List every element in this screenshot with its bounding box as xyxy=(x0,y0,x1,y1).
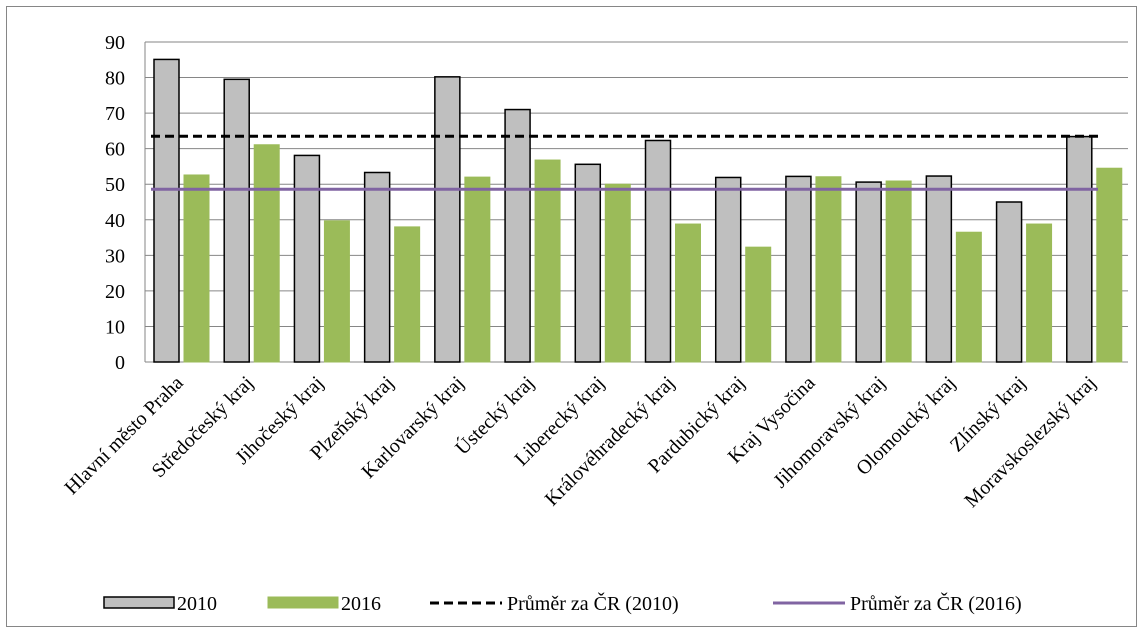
bar-2016 xyxy=(183,174,210,363)
bar-2010 xyxy=(363,171,391,363)
bar-2010 xyxy=(785,175,812,363)
y-tick-label: 20 xyxy=(105,281,125,303)
legend-swatch-2010 xyxy=(103,596,175,609)
bar-2016 xyxy=(675,223,701,363)
bar-2016 xyxy=(253,144,280,363)
legend-label-avg-2010: Průměr za ČR (2010) xyxy=(507,591,679,615)
legend-label-avg-2016: Průměr za ČR (2016) xyxy=(850,591,1022,615)
x-category-label: Moravskoslezský kraj xyxy=(960,372,1100,512)
bar-2016 xyxy=(955,231,982,363)
x-category-label: Hlavní město Praha xyxy=(61,372,188,499)
bar-2016 xyxy=(323,220,350,363)
legend-label-2016: 2016 xyxy=(341,593,381,615)
bar-2016 xyxy=(464,176,491,363)
bar-2010 xyxy=(925,175,953,363)
bar-2016 xyxy=(604,183,631,363)
y-tick-label: 60 xyxy=(105,139,125,161)
bar-2016 xyxy=(394,226,421,363)
bar-2016 xyxy=(745,246,772,363)
legend-swatch-2016 xyxy=(267,596,339,609)
bar-2010 xyxy=(504,108,531,363)
bar-2010 xyxy=(153,58,180,363)
y-tick-label: 40 xyxy=(105,210,125,232)
bar-2016 xyxy=(885,180,912,363)
bar-2016 xyxy=(815,176,842,363)
bar-2010 xyxy=(574,163,602,363)
y-tick-label: 50 xyxy=(105,174,125,196)
x-category-label: Královéhradecký kraj xyxy=(541,372,679,510)
y-tick-label: 70 xyxy=(105,103,125,125)
bar-2010 xyxy=(1066,135,1093,363)
legend-label-2010: 2010 xyxy=(177,593,217,615)
bar-2010 xyxy=(995,201,1023,363)
y-tick-label: 80 xyxy=(105,68,125,90)
bar-2016 xyxy=(1026,223,1053,363)
bar-2010 xyxy=(855,181,882,363)
y-tick-label: 10 xyxy=(105,316,125,338)
bar-2016 xyxy=(1096,167,1123,363)
bar-2010 xyxy=(293,154,321,363)
bar-2010 xyxy=(644,139,672,363)
bar-2010 xyxy=(223,78,250,363)
bar-2010 xyxy=(714,176,742,363)
y-tick-label: 30 xyxy=(105,245,125,267)
y-tick-label: 90 xyxy=(105,32,125,54)
bar-2010 xyxy=(434,76,461,363)
bar-2016 xyxy=(534,159,561,363)
y-tick-label: 0 xyxy=(115,352,125,374)
